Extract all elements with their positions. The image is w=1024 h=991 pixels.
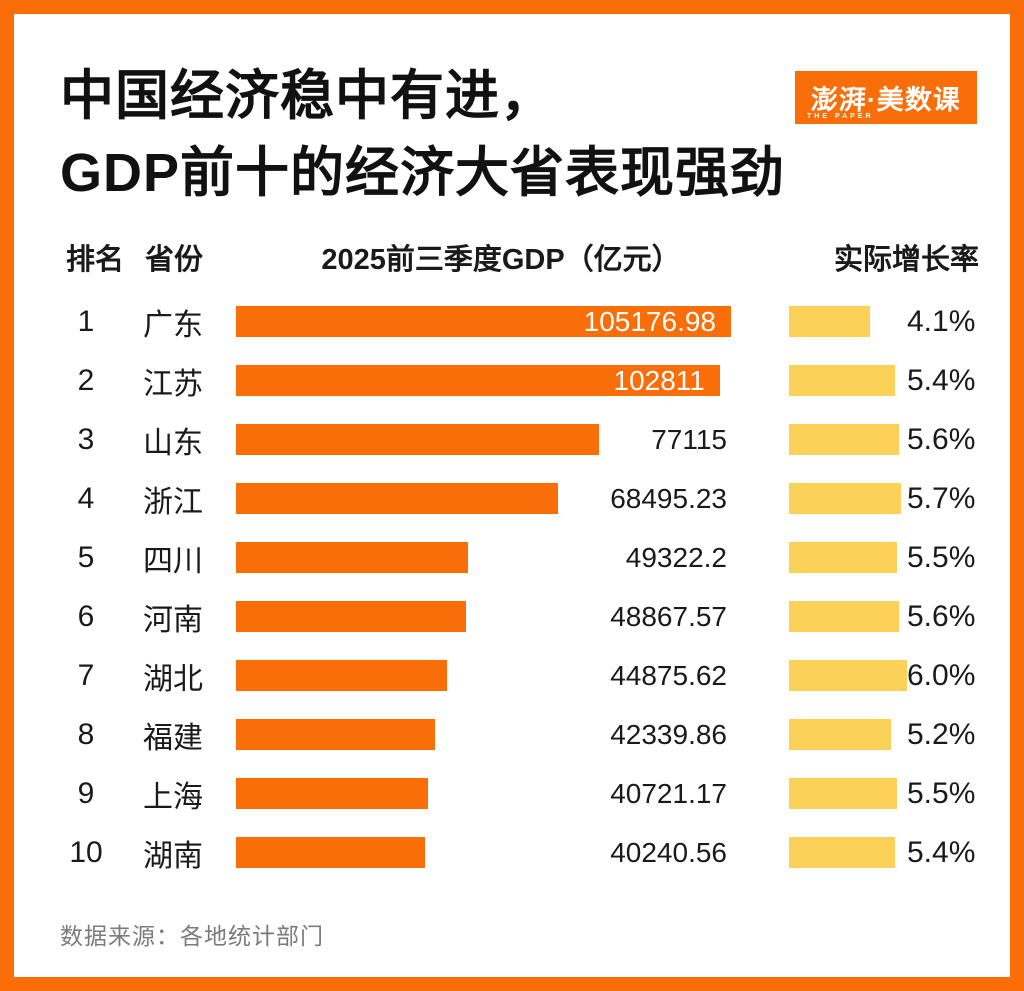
gdp-value: 49322.2: [625, 541, 727, 573]
gdp-bar: [236, 719, 436, 750]
title-line-1: 中国经济稳中有进，: [60, 66, 555, 126]
growth-value: 6.0%: [907, 658, 976, 692]
publisher-logo-subtext: THE PAPER: [807, 113, 874, 120]
province-label: 浙江: [143, 485, 203, 519]
province-label: 四川: [143, 544, 203, 578]
gdp-value: 48867.57: [610, 600, 727, 632]
rank-value: 10: [69, 835, 103, 869]
province-label: 上海: [143, 780, 203, 814]
growth-bar: [789, 306, 870, 337]
province-label: 广东: [143, 308, 203, 342]
rank-value: 1: [77, 304, 95, 338]
publisher-logo-text: 澎湃·美数课: [810, 85, 962, 115]
growth-value: 5.7%: [907, 481, 976, 515]
growth-bar: [789, 424, 900, 455]
growth-value: 5.5%: [907, 540, 976, 574]
gdp-value: 77115: [651, 423, 727, 455]
rank-value: 2: [77, 363, 95, 397]
growth-value: 5.4%: [907, 835, 976, 869]
growth-bar: [789, 778, 898, 809]
rank-value: 6: [77, 599, 95, 633]
growth-value: 5.6%: [907, 599, 976, 633]
gdp-bar: [236, 660, 448, 691]
column-header-rank: 排名: [65, 244, 124, 276]
gdp-bar: [236, 306, 731, 337]
growth-bar: [789, 365, 896, 396]
province-label: 湖北: [143, 662, 203, 696]
data-source-note: 数据来源：各地统计部门: [60, 923, 324, 949]
rank-value: 3: [77, 422, 95, 456]
table-row: 6 河南 48867.57 5.6%: [14, 587, 1010, 646]
table-header-row: 排名 省份 2025前三季度GDP（亿元） 实际增长率: [14, 240, 1010, 280]
page-title: 中国经济稳中有进， GDP前十的经济大省表现强劲: [60, 58, 785, 212]
gdp-value: 102811: [613, 364, 705, 396]
publisher-logo: 澎湃·美数课 THE PAPER: [795, 71, 977, 124]
table-row: 9 上海 40721.17 5.5%: [14, 764, 1010, 823]
province-label: 河南: [143, 603, 203, 637]
gdp-value: 105176.98: [583, 305, 716, 337]
column-header-growth: 实际增长率: [833, 244, 979, 276]
province-label: 湖南: [143, 839, 203, 873]
province-label: 山东: [143, 426, 203, 460]
rank-value: 9: [77, 776, 95, 810]
growth-value: 5.5%: [907, 776, 976, 810]
gdp-bar: [236, 483, 559, 514]
growth-bar: [789, 601, 900, 632]
gdp-value: 40240.56: [610, 836, 727, 868]
table-row: 10 湖南 40240.56 5.4%: [14, 823, 1010, 882]
table-row: 4 浙江 68495.23 5.7%: [14, 469, 1010, 528]
province-label: 福建: [143, 721, 203, 755]
table-row: 7 湖北 44875.62 6.0%: [14, 646, 1010, 705]
gdp-bar: [236, 837, 426, 868]
growth-value: 4.1%: [907, 304, 976, 338]
growth-bar: [789, 660, 908, 691]
rank-value: 8: [77, 717, 95, 751]
rank-value: 7: [77, 658, 95, 692]
growth-bar: [789, 483, 902, 514]
table-row: 2 江苏 102811 5.4%: [14, 351, 1010, 410]
growth-value: 5.4%: [907, 363, 976, 397]
gdp-bar: [236, 424, 599, 455]
chart-rows: 1 广东 105176.98 4.1% 2 江苏 102811 5.4% 3 山…: [14, 292, 1010, 882]
gdp-value: 44875.62: [610, 659, 727, 691]
growth-value: 5.6%: [907, 422, 976, 456]
gdp-value: 68495.23: [610, 482, 727, 514]
table-row: 3 山东 77115 5.6%: [14, 410, 1010, 469]
gdp-bar: [236, 365, 720, 396]
table-row: 1 广东 105176.98 4.1%: [14, 292, 1010, 351]
rank-value: 4: [77, 481, 95, 515]
title-line-2: GDP前十的经济大省表现强劲: [60, 143, 786, 203]
growth-bar: [789, 719, 892, 750]
table-row: 5 四川 49322.2 5.5%: [14, 528, 1010, 587]
table-row: 8 福建 42339.86 5.2%: [14, 705, 1010, 764]
gdp-bar: [236, 778, 428, 809]
growth-value: 5.2%: [907, 717, 976, 751]
growth-bar: [789, 837, 896, 868]
province-label: 江苏: [143, 367, 203, 401]
growth-bar: [789, 542, 898, 573]
gdp-bar: [236, 601, 466, 632]
rank-value: 5: [77, 540, 95, 574]
gdp-value: 40721.17: [610, 777, 727, 809]
gdp-bar: [236, 542, 469, 573]
column-header-gdp: 2025前三季度GDP（亿元）: [321, 244, 681, 276]
column-header-province: 省份: [145, 244, 204, 276]
gdp-value: 42339.86: [610, 718, 727, 750]
